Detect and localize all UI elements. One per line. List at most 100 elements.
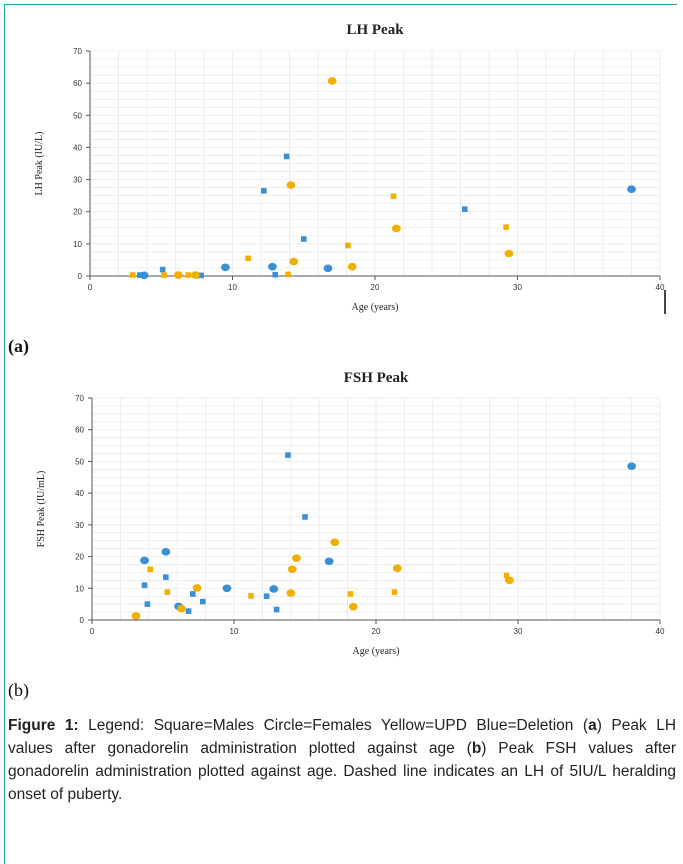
- data-point-circle: [627, 462, 636, 470]
- data-point-square: [248, 593, 254, 599]
- data-point-circle: [287, 565, 297, 574]
- data-point-circle: [327, 77, 337, 85]
- data-point-circle: [177, 604, 186, 613]
- x-tick-label: 10: [230, 627, 239, 636]
- y-tick-label: 0: [78, 272, 83, 281]
- x-tick-label: 10: [228, 283, 237, 292]
- data-point-circle: [504, 249, 514, 258]
- x-tick-label: 0: [88, 283, 93, 292]
- x-tick-label: 20: [371, 283, 380, 292]
- chart-title: LH Peak: [346, 22, 404, 38]
- x-tick-label: 30: [513, 283, 522, 292]
- data-point-square: [199, 598, 206, 605]
- data-point-square: [503, 572, 510, 579]
- data-point-square: [245, 255, 251, 262]
- caption-panel-a: a: [588, 717, 597, 734]
- data-point-square: [347, 591, 354, 597]
- data-point-circle: [139, 271, 149, 280]
- data-point-square: [272, 271, 279, 278]
- x-tick-label: 30: [514, 627, 523, 636]
- data-point-square: [161, 272, 167, 278]
- figure-frame: [4, 4, 677, 864]
- data-point-circle: [173, 271, 183, 279]
- figure-caption: Figure 1: Legend: Square=Males Circle=Fe…: [8, 714, 676, 806]
- data-point-circle: [192, 584, 202, 592]
- data-point-circle: [191, 271, 200, 279]
- panel-label-b: (b): [8, 680, 29, 700]
- data-point-circle: [627, 185, 636, 194]
- data-point-square: [147, 566, 154, 573]
- y-tick-label: 10: [73, 240, 82, 249]
- data-point-square: [261, 188, 267, 194]
- data-point-circle: [289, 257, 299, 266]
- data-point-square: [302, 514, 308, 520]
- chart-title: FSH Peak: [344, 370, 409, 386]
- y-tick-label: 60: [73, 79, 82, 88]
- data-point-square: [164, 589, 171, 595]
- y-tick-label: 30: [75, 521, 84, 530]
- data-point-square: [391, 589, 398, 595]
- data-point-square: [503, 224, 509, 230]
- data-point-square: [273, 606, 280, 613]
- data-point-circle: [292, 554, 301, 562]
- data-point-square: [263, 593, 270, 600]
- data-point-square: [198, 272, 204, 279]
- y-tick-label: 40: [75, 489, 84, 498]
- data-point-circle: [268, 262, 277, 271]
- y-tick-label: 20: [75, 553, 84, 562]
- data-point-circle: [323, 264, 333, 273]
- x-tick-label: 40: [656, 627, 665, 636]
- y-tick-label: 50: [73, 111, 82, 120]
- y-tick-label: 30: [73, 176, 82, 185]
- x-axis-label: Age (years): [353, 646, 400, 657]
- y-tick-label: 10: [75, 584, 84, 593]
- y-tick-label: 70: [75, 394, 84, 403]
- data-point-square: [283, 153, 290, 160]
- data-point-circle: [347, 262, 357, 271]
- data-point-circle: [324, 557, 334, 566]
- data-point-square: [163, 574, 169, 580]
- data-point-circle: [222, 584, 232, 593]
- caption-text-1: Legend: Square=Males Circle=Females Yell…: [78, 717, 589, 734]
- data-point-square: [185, 608, 192, 614]
- y-tick-label: 70: [73, 47, 82, 56]
- data-point-square: [159, 266, 166, 273]
- caption-panel-b: b: [471, 740, 482, 757]
- caption-text-2: ) Peak LH values after gonadorelin admin…: [8, 717, 677, 757]
- data-point-circle: [330, 538, 340, 547]
- data-point-circle: [505, 576, 514, 585]
- y-tick-label: 60: [75, 426, 84, 435]
- y-tick-label: 50: [75, 457, 84, 466]
- data-point-square: [141, 582, 148, 588]
- y-tick-label: 20: [73, 208, 82, 217]
- data-point-circle: [348, 602, 358, 611]
- vertical-mark: [664, 290, 666, 314]
- data-point-circle: [269, 585, 279, 593]
- data-point-circle: [286, 181, 296, 189]
- panel-label-a: (a): [8, 336, 29, 356]
- data-point-square: [129, 272, 136, 278]
- caption-figure-label: Figure 1:: [8, 717, 79, 734]
- y-axis-label: LH Peak (IU/L): [34, 132, 45, 196]
- data-point-circle: [161, 548, 171, 556]
- caption-text-3: ) Peak FSH values after gonadorelin admi…: [8, 740, 676, 803]
- data-point-circle: [286, 589, 296, 597]
- data-point-square: [461, 206, 468, 212]
- data-point-square: [285, 271, 291, 278]
- y-tick-label: 0: [80, 616, 85, 625]
- data-point-square: [345, 242, 351, 249]
- x-tick-label: 0: [90, 627, 95, 636]
- data-point-square: [144, 601, 151, 607]
- fsh-peak-chart: 0 10 20 30 40 0 10 20 30 40 50 60 70 FSH Peak Age (yea…: [36, 370, 665, 657]
- y-tick-label: 40: [73, 143, 82, 152]
- data-point-square: [185, 272, 192, 278]
- data-point-circle: [391, 224, 401, 233]
- x-tick-label: 20: [372, 627, 381, 636]
- data-point-circle: [131, 612, 141, 620]
- data-point-square: [285, 452, 291, 458]
- data-point-square: [190, 591, 196, 597]
- data-point-circle: [140, 556, 149, 565]
- data-point-square: [300, 236, 307, 242]
- y-axis-label: FSH Peak (IU/mL): [36, 471, 47, 548]
- data-point-circle: [392, 564, 402, 573]
